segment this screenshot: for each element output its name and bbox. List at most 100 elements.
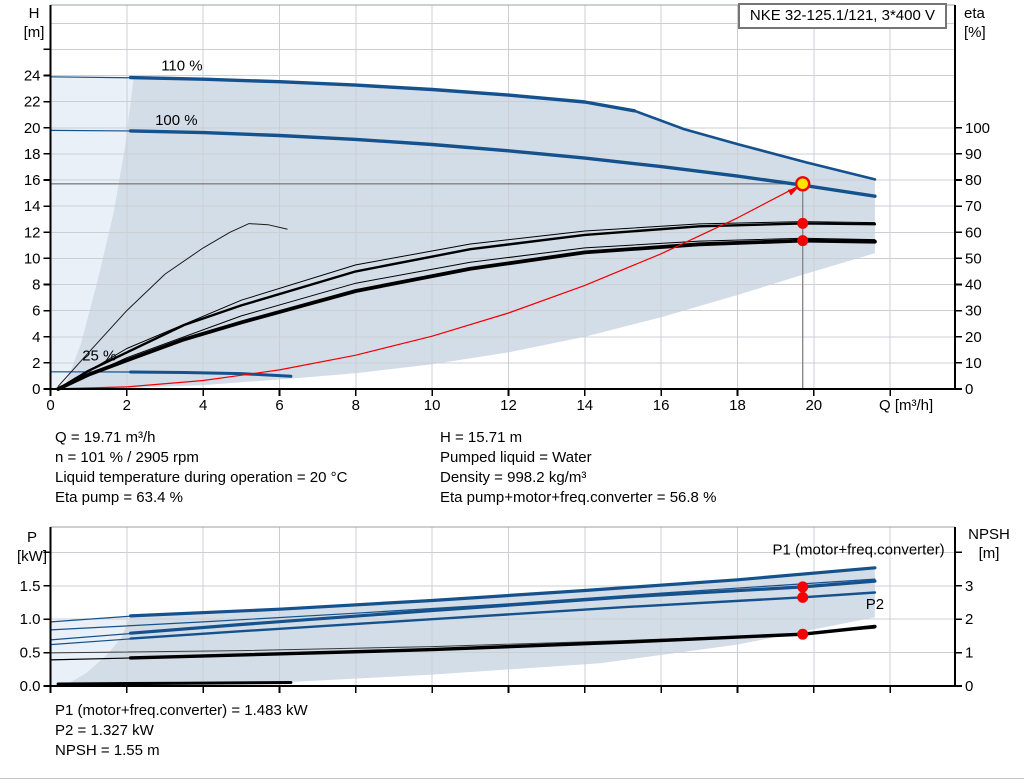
curve-label: 25 % [82, 347, 116, 364]
info-line-liquid: Pumped liquid = Water [440, 449, 592, 466]
left-tick-label: 6 [32, 303, 40, 320]
left-tick-label: 1.0 [20, 611, 41, 628]
p1-110-curve-lead [49, 615, 136, 623]
curve-label: 110 % [161, 57, 202, 74]
p1-110-curve [129, 566, 877, 618]
p1-curve-lead [49, 632, 136, 641]
eta-pump-curve-thin [57, 221, 876, 390]
right-tick-label: 70 [965, 198, 982, 215]
page-divider [0, 778, 1024, 779]
speed-110-curve-lead [49, 76, 136, 79]
eta-total-duty-dot [797, 235, 809, 247]
eta-pump-curve [56, 222, 877, 391]
right-tick-label: 50 [965, 250, 982, 267]
duty-point-marker[interactable] [795, 176, 811, 192]
p1-curve [129, 579, 877, 635]
power-axis-title: P [kW] [12, 528, 52, 566]
eta-reduced-speed-curve [57, 223, 288, 387]
p1-duty-dot [797, 581, 809, 593]
x-tick-label: 8 [352, 397, 360, 414]
left-tick-label: 0 [32, 381, 40, 398]
eta-axis-unit: [%] [964, 24, 986, 41]
left-tick-label: 16 [24, 172, 41, 189]
system-curve [49, 183, 804, 390]
npsh-axis-title: NPSH [m] [958, 525, 1020, 563]
curve-label: P1 (motor+freq.converter) [773, 541, 945, 558]
head-efficiency-chart: 110 %100 %25 %02468101214161820222401020… [24, 4, 990, 414]
npsh-axis-label: NPSH [968, 526, 1010, 543]
left-tick-label: 4 [32, 329, 40, 346]
left-tick-label: 2 [32, 355, 40, 372]
x-tick-label: 20 [805, 397, 822, 414]
left-tick-label: 10 [24, 250, 41, 267]
right-tick-label: 40 [965, 277, 982, 294]
info-line-q: Q = 19.71 m³/h [55, 429, 156, 446]
power-axis-unit: [kW] [17, 548, 47, 565]
info-line-eta-pump: Eta pump = 63.4 % [55, 489, 183, 506]
right-tick-label: 80 [965, 172, 982, 189]
left-tick-label: 0.5 [20, 645, 41, 662]
x-tick-label: 4 [199, 397, 207, 414]
power-limit-boundary [633, 109, 877, 181]
info-line-speed: n = 101 % / 2905 rpm [55, 449, 199, 466]
eta-axis-label: eta [964, 5, 985, 22]
npsh-duty-dot [797, 628, 809, 640]
eta-total-curve-thin [57, 237, 876, 390]
right-tick-label: 0 [965, 381, 973, 398]
head-axis-title: H [m] [16, 4, 52, 42]
system-curve-arrowhead [787, 187, 799, 196]
left-tick-label: 12 [24, 224, 41, 241]
info-line-npsh: NPSH = 1.55 m [55, 742, 160, 759]
duty-data-left: Q = 19.71 m³/h n = 101 % / 2905 rpm Liqu… [55, 428, 347, 508]
x-tick-label: 2 [123, 397, 131, 414]
info-line-temperature: Liquid temperature during operation = 20… [55, 469, 348, 486]
left-tick-label: 20 [24, 120, 41, 137]
speed-25-curve [129, 370, 293, 378]
right-tick-label: 100 [965, 120, 990, 137]
speed-100-curve-lead [49, 129, 136, 132]
curve-label: P2 [866, 596, 884, 613]
right-tick-label: 1 [965, 645, 973, 662]
info-line-density: Density = 998.2 kg/m³ [440, 469, 587, 486]
right-tick-label: 30 [965, 303, 982, 320]
x-tick-label: 14 [576, 397, 593, 414]
right-tick-label: 2 [965, 611, 973, 628]
left-tick-label: 0.0 [20, 678, 41, 695]
info-line-p2: P2 = 1.327 kW [55, 722, 154, 739]
right-tick-label: 90 [965, 146, 982, 163]
head-axis-label: H [28, 5, 40, 22]
power-axis-label: P [26, 529, 37, 546]
p2-duty-dot [797, 591, 809, 603]
left-tick-label: 22 [24, 94, 41, 111]
right-tick-label: 10 [965, 355, 982, 372]
curve-label: 100 % [155, 112, 198, 129]
p2-curve [129, 591, 877, 640]
left-tick-label: 14 [24, 198, 41, 215]
duty-data-right: H = 15.71 m Pumped liquid = Water Densit… [440, 428, 716, 508]
right-tick-label: 60 [965, 224, 982, 241]
left-tick-label: 1.5 [20, 578, 41, 595]
npsh-curve-lead [49, 657, 136, 661]
info-line-p1: P1 (motor+freq.converter) = 1.483 kW [55, 702, 308, 719]
left-tick-label: 18 [24, 146, 41, 163]
head-axis-unit: [m] [23, 24, 45, 41]
p2-curve-lead [49, 637, 136, 646]
right-tick-label: 20 [965, 329, 982, 346]
info-line-eta-total: Eta pump+motor+freq.converter = 56.8 % [440, 489, 717, 506]
x-tick-label: 6 [275, 397, 283, 414]
power-data-block: P1 (motor+freq.converter) = 1.483 kW P2 … [55, 701, 308, 761]
power-npsh-chart: P1 (motor+freq.converter)P20.00.51.01.50… [20, 526, 973, 695]
eta-axis-title: eta [%] [964, 4, 986, 42]
speed-110-curve [128, 75, 637, 113]
eta-total-curve [56, 238, 877, 391]
p2-110-curve [49, 578, 876, 631]
speed-100-curve [128, 129, 877, 198]
x-tick-label: 18 [729, 397, 746, 414]
info-line-head: H = 15.71 m [440, 429, 523, 446]
eta-pump-duty-dot [797, 217, 809, 229]
npsh-axis-unit: [m] [978, 545, 1000, 562]
right-tick-label: 0 [965, 678, 973, 695]
x-axis-title: Q [m³/h] [879, 397, 933, 414]
low-flow-region [50, 615, 131, 686]
